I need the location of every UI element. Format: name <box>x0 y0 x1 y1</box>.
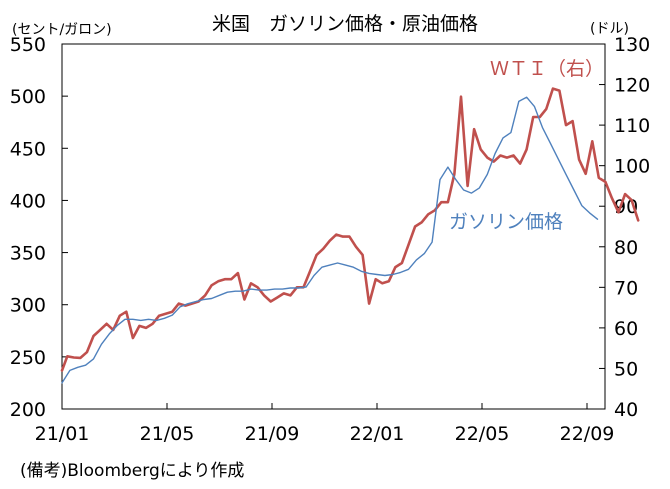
left-axis-tick-label: 200 <box>10 399 46 421</box>
gasoline-price-line <box>61 96 599 384</box>
right-axis-tick-label: 130 <box>614 34 650 56</box>
x-axis-tick-label: 21/09 <box>245 423 300 445</box>
x-axis-tick-label: 22/01 <box>350 423 405 445</box>
right-axis-tick-label: 120 <box>614 75 650 97</box>
left-axis-tick-label: 300 <box>10 295 46 317</box>
left-axis-tick-label: 350 <box>10 243 46 265</box>
right-axis-tick-label: 60 <box>614 318 638 340</box>
x-axis-tick-label: 22/09 <box>560 423 615 445</box>
axes-layer: 2002503003504004505005504050607080901001… <box>10 34 651 445</box>
series-layer <box>60 87 640 384</box>
gasoline-series-label: ガソリン価格 <box>449 211 563 233</box>
right-axis-tick-label: 110 <box>614 115 650 137</box>
source-footnote: (備考)Bloombergにより作成 <box>20 461 245 481</box>
left-axis-tick-label: 250 <box>10 347 46 369</box>
right-axis-tick-label: 100 <box>614 156 650 178</box>
right-axis-tick-label: 80 <box>614 237 638 259</box>
chart-title: 米国 ガソリン価格・原油価格 <box>212 13 478 35</box>
right-axis-tick-label: 40 <box>614 399 638 421</box>
right-axis-tick-label: 50 <box>614 358 638 380</box>
right-axis-unit-label: (ドル) <box>590 21 629 37</box>
plot-area-frame <box>61 43 606 410</box>
wti-series-label: ＷＴＩ（右） <box>490 58 604 80</box>
left-axis-tick-label: 500 <box>10 86 46 108</box>
left-axis-tick-label: 450 <box>10 138 46 160</box>
right-axis-tick-label: 70 <box>614 277 638 299</box>
x-axis-tick-label: 22/05 <box>455 423 510 445</box>
left-axis-tick-label: 400 <box>10 190 46 212</box>
left-axis-tick-label: 550 <box>10 34 46 56</box>
wti-price-line <box>60 87 640 372</box>
x-axis-tick-label: 21/01 <box>35 423 90 445</box>
left-axis-unit-label: (セント/ガロン) <box>12 22 112 38</box>
x-axis-tick-label: 21/05 <box>140 423 195 445</box>
